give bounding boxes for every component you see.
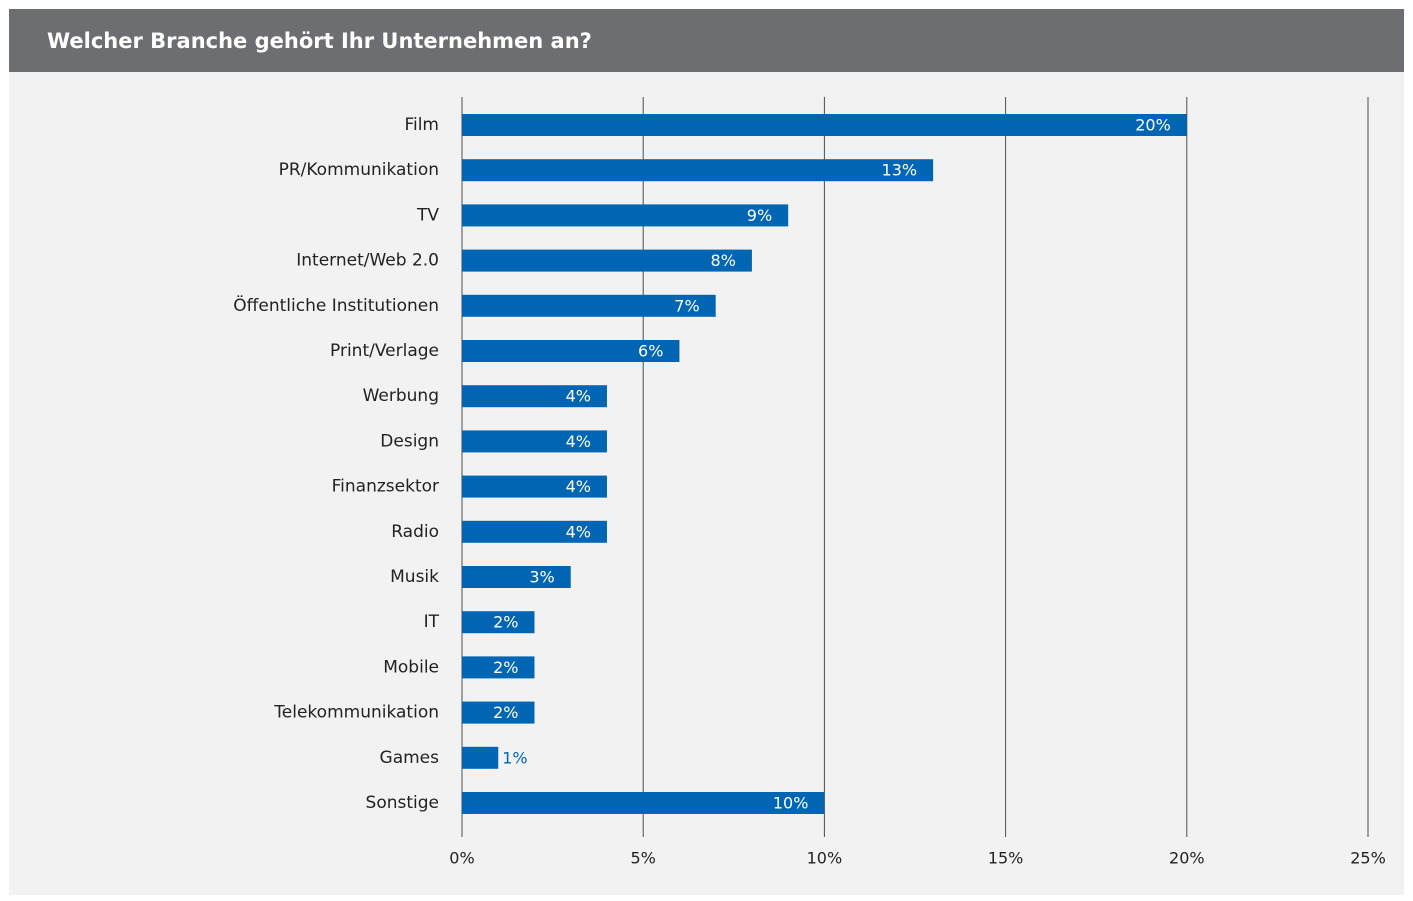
- y-tick-label: PR/Kommunikation: [279, 160, 439, 180]
- data-label: 6%: [638, 342, 663, 361]
- x-tick-label: 15%: [988, 849, 1024, 868]
- bar: [462, 204, 789, 227]
- data-label: 8%: [711, 251, 736, 270]
- data-label: 3%: [529, 568, 554, 587]
- bar: [462, 656, 535, 679]
- y-tick-label: Öffentliche Institutionen: [233, 294, 439, 316]
- data-label: 20%: [1135, 116, 1171, 135]
- header-band: [9, 9, 1404, 72]
- y-tick-label: Sonstige: [366, 793, 439, 813]
- bar: [462, 746, 499, 769]
- data-label: 9%: [747, 206, 772, 225]
- bar: [462, 249, 752, 272]
- data-label: 2%: [493, 613, 518, 632]
- bar: [462, 294, 716, 317]
- data-label: 1%: [502, 748, 527, 767]
- data-label: 4%: [566, 522, 591, 541]
- y-tick-label: Telekommunikation: [273, 703, 439, 723]
- bar: [462, 385, 607, 408]
- y-tick-label: Design: [380, 431, 439, 451]
- x-tick-label: 5%: [631, 849, 656, 868]
- bar: [462, 701, 535, 724]
- chart-title: Welcher Branche gehört Ihr Unternehmen a…: [47, 29, 592, 53]
- x-tick-label: 10%: [807, 849, 843, 868]
- bar: [462, 792, 825, 814]
- y-tick-label: TV: [416, 205, 439, 225]
- plot-background: [9, 72, 1404, 895]
- data-label: 4%: [566, 432, 591, 451]
- bar: [462, 430, 607, 453]
- y-tick-label: Mobile: [383, 657, 439, 677]
- data-label: 13%: [882, 161, 918, 180]
- bar: [462, 114, 1187, 136]
- data-label: 7%: [674, 296, 699, 315]
- y-tick-label: Film: [404, 115, 439, 135]
- y-tick-label: Musik: [390, 567, 439, 587]
- y-tick-label: Internet/Web 2.0: [296, 251, 439, 271]
- y-tick-label: Finanzsektor: [332, 477, 439, 497]
- bar: [462, 611, 535, 634]
- y-tick-label: Games: [380, 748, 440, 768]
- y-tick-label: Print/Verlage: [330, 341, 439, 361]
- data-label: 2%: [493, 703, 518, 722]
- bar: [462, 520, 607, 543]
- bar: [462, 159, 934, 182]
- y-tick-label: Werbung: [363, 386, 439, 406]
- data-label: 10%: [773, 794, 809, 813]
- data-label: 4%: [566, 477, 591, 496]
- bar: [462, 475, 607, 498]
- bar: [462, 340, 680, 362]
- x-tick-label: 25%: [1350, 849, 1386, 868]
- y-tick-label: IT: [424, 612, 440, 632]
- data-label: 4%: [566, 387, 591, 406]
- data-label: 2%: [493, 658, 518, 677]
- bar: [462, 566, 571, 588]
- x-tick-label: 0%: [449, 849, 474, 868]
- y-tick-label: Radio: [391, 522, 439, 542]
- x-tick-label: 20%: [1169, 849, 1205, 868]
